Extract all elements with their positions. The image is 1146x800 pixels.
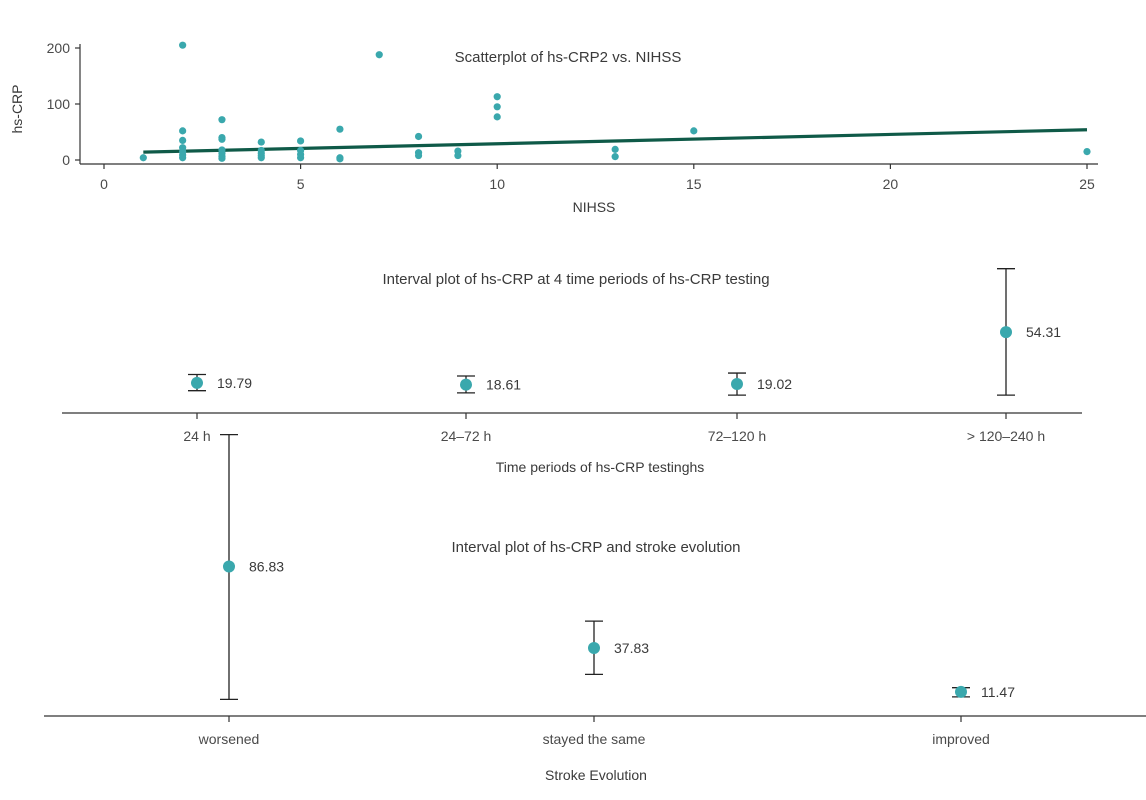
mean-point — [1000, 326, 1012, 339]
scatterplot-points — [139, 41, 1091, 163]
scatter-point — [218, 135, 226, 143]
interval-plot-time-periods: Interval plot of hs-CRP at 4 time period… — [62, 268, 1082, 475]
scatterplot-y-axis-label: hs-CRP — [9, 84, 25, 133]
interval-category-label: stayed the same — [543, 731, 646, 747]
scatterplot-x-tick-label: 25 — [1079, 176, 1095, 192]
mean-value-label: 37.83 — [614, 640, 649, 656]
scatter-point — [257, 138, 265, 146]
mean-point — [223, 560, 235, 573]
scatter-point — [179, 136, 187, 144]
scatter-point — [297, 154, 305, 162]
interval-plot-time-title: Interval plot of hs-CRP at 4 time period… — [382, 271, 769, 288]
mean-value-label: 18.61 — [486, 377, 521, 393]
interval-category-label: 72–120 h — [708, 428, 766, 444]
mean-point — [191, 376, 203, 389]
scatter-point — [414, 151, 423, 160]
scatter-point — [454, 151, 462, 160]
scatter-point — [375, 51, 383, 59]
scatterplot-y-tick-label: 0 — [62, 152, 70, 168]
interval-category-label: > 120–240 h — [967, 428, 1045, 444]
interval-plot-time-marks: 24 h 19.79 24–72 h 18.61 72–120 h 19.02 > 120–… — [62, 268, 1082, 444]
mean-value-label: 54.31 — [1026, 324, 1061, 340]
scatter-point — [218, 154, 226, 162]
scatterplot-x-tick-label: 10 — [489, 176, 505, 192]
scatterplot-x-tick-label: 5 — [297, 176, 305, 192]
interval-category-label: improved — [932, 731, 990, 747]
scatter-point — [139, 154, 147, 162]
interval-category-label: 24–72 h — [441, 428, 492, 444]
scatter-point — [611, 145, 619, 153]
interval-plot-stroke-x-axis-label: Stroke Evolution — [545, 767, 647, 783]
interval-category-label: 24 h — [183, 428, 210, 444]
scatter-point — [690, 127, 698, 135]
interval-plot-stroke-title: Interval plot of hs-CRP and stroke evolu… — [451, 539, 740, 556]
scatter-point — [611, 153, 619, 161]
scatterplot-x-tick-label: 20 — [883, 176, 899, 192]
scatterplot-y-tick-label: 200 — [47, 40, 71, 56]
scatter-point — [297, 137, 305, 145]
scatter-point — [493, 113, 501, 121]
mean-value-label: 19.02 — [757, 376, 792, 392]
scatter-point — [493, 103, 501, 111]
scatter-point — [336, 155, 344, 163]
scatter-point — [414, 132, 423, 141]
scatter-point — [179, 127, 187, 135]
scatter-point — [218, 116, 226, 124]
scatter-point — [493, 93, 501, 101]
scatterplot-x-tick-label: 0 — [100, 176, 108, 192]
scatterplot-title: Scatterplot of hs-CRP2 vs. NIHSS — [455, 49, 682, 66]
interval-plot-stroke-evolution: Interval plot of hs-CRP and stroke evolu… — [44, 434, 1146, 783]
mean-point — [955, 685, 967, 698]
scatter-point — [1083, 148, 1091, 156]
mean-point — [460, 378, 472, 391]
scatterplot-x-tick-label: 15 — [686, 176, 702, 192]
scatterplot-ticks: 0 5 10 15 20 25 0 100 200 — [47, 40, 1095, 192]
mean-value-label: 19.79 — [217, 375, 252, 391]
scatter-point — [336, 125, 344, 133]
scatter-point — [179, 41, 187, 49]
mean-value-label: 86.83 — [249, 558, 284, 574]
interval-plot-time-x-axis-label: Time periods of hs-CRP testinghs — [496, 459, 705, 475]
interval-category-label: worsened — [198, 731, 260, 747]
scatterplot-y-tick-label: 100 — [47, 96, 71, 112]
scatterplot-chart: Scatterplot of hs-CRP2 vs. NIHSS NIHSS h… — [9, 40, 1098, 215]
scatterplot-x-axis-label: NIHSS — [573, 199, 616, 215]
mean-value-label: 11.47 — [981, 684, 1015, 700]
scatter-point — [257, 154, 265, 162]
interval-plot-stroke-marks: worsened 86.83 stayed the same 37.83 improve… — [44, 434, 1146, 747]
mean-point — [588, 642, 600, 655]
scatter-point — [179, 154, 187, 162]
mean-point — [731, 378, 743, 391]
